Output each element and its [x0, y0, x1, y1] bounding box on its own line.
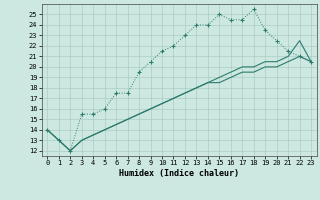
X-axis label: Humidex (Indice chaleur): Humidex (Indice chaleur): [119, 169, 239, 178]
